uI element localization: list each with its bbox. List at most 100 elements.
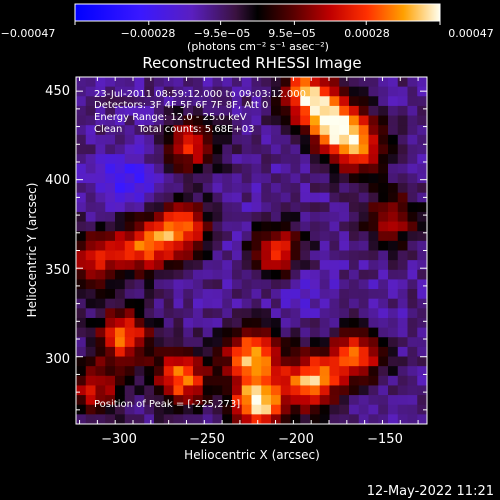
heatmap-cell xyxy=(202,385,214,396)
heatmap-cell xyxy=(300,134,311,146)
heatmap-cell xyxy=(251,173,262,184)
heatmap-cell xyxy=(300,144,311,155)
heatmap-cell xyxy=(163,183,175,194)
heatmap-cell xyxy=(105,211,116,223)
heatmap-cell xyxy=(154,289,165,300)
heatmap-cell xyxy=(290,154,301,165)
heatmap-cell xyxy=(339,240,350,252)
heatmap-cell xyxy=(417,317,427,329)
heatmap-cell xyxy=(368,250,379,261)
heatmap-cell xyxy=(134,202,145,213)
heatmap-cell xyxy=(163,77,175,88)
heatmap-cell xyxy=(134,105,145,117)
heatmap-cell xyxy=(388,105,399,117)
heatmap-cell xyxy=(202,192,214,203)
heatmap-cell xyxy=(280,308,292,319)
heatmap-cell xyxy=(134,366,145,377)
heatmap-cell xyxy=(388,183,399,194)
heatmap-cell xyxy=(144,375,155,387)
heatmap-cell xyxy=(124,115,136,126)
heatmap-cell xyxy=(241,414,253,424)
heatmap-cell xyxy=(310,173,321,184)
heatmap-cell xyxy=(339,231,350,242)
heatmap-cell xyxy=(95,250,106,261)
heatmap-cell xyxy=(261,211,272,223)
heatmap-cell xyxy=(115,192,126,203)
heatmap-cell xyxy=(300,105,311,117)
heatmap-cell xyxy=(222,279,233,290)
heatmap-cell xyxy=(95,414,106,424)
heatmap-cell xyxy=(183,202,194,213)
y-tick-label: 450 xyxy=(45,84,70,99)
heatmap-cell xyxy=(134,77,145,88)
axis-tick-marks xyxy=(76,77,427,424)
heatmap-cell xyxy=(163,202,175,213)
heatmap-cell xyxy=(95,240,106,252)
heatmap-cell xyxy=(232,337,243,348)
heatmap-cell xyxy=(300,346,311,358)
heatmap-cell xyxy=(339,221,350,232)
heatmap-cell xyxy=(349,269,360,281)
heatmap-cell xyxy=(144,86,155,97)
heatmap-cell xyxy=(124,221,136,232)
heatmap-cell xyxy=(85,77,97,88)
heatmap-cell xyxy=(388,279,399,290)
heatmap-cell xyxy=(319,375,331,387)
heatmap-cell xyxy=(251,308,262,319)
heatmap-cell xyxy=(76,115,87,126)
heatmap-cell xyxy=(261,279,272,290)
heatmap-cell xyxy=(144,317,155,329)
heatmap-cell xyxy=(222,385,233,396)
heatmap-cell xyxy=(173,211,184,223)
heatmap-cell xyxy=(300,356,311,367)
heatmap-cell xyxy=(339,154,350,165)
heatmap-cell xyxy=(407,221,418,232)
heatmap-cell xyxy=(290,115,301,126)
heatmap-cell xyxy=(163,105,175,117)
heatmap-cell xyxy=(105,86,116,97)
heatmap-cell xyxy=(290,105,301,117)
heatmap-cell xyxy=(349,298,360,309)
heatmap-cell xyxy=(319,202,331,213)
heatmap-cell xyxy=(173,414,184,424)
heatmap-cell xyxy=(358,404,370,415)
heatmap-cell xyxy=(241,77,253,88)
heatmap-cell xyxy=(144,298,155,309)
heatmap-cell xyxy=(76,105,87,117)
heatmap-cell xyxy=(290,163,301,174)
heatmap-cell xyxy=(193,250,204,261)
heatmap-cell xyxy=(310,279,321,290)
heatmap-cell xyxy=(271,231,282,242)
heatmap-cell xyxy=(183,221,194,232)
heatmap-cell xyxy=(290,134,301,146)
heatmap-cell xyxy=(163,298,175,309)
heatmap-cell xyxy=(310,385,321,396)
heatmap-cell xyxy=(271,414,282,424)
heatmap-cell xyxy=(193,269,204,281)
heatmap-cell xyxy=(241,231,253,242)
heatmap-cell xyxy=(232,269,243,281)
heatmap-cell xyxy=(407,279,418,290)
heatmap-cell xyxy=(95,115,106,126)
heatmap-cell xyxy=(163,221,175,232)
heatmap-cell xyxy=(105,96,116,107)
heatmap-cell xyxy=(183,414,194,424)
heatmap-cell xyxy=(407,77,418,88)
heatmap-cell xyxy=(261,327,272,338)
heatmap-cell xyxy=(300,298,311,309)
heatmap-cell xyxy=(271,337,282,348)
heatmap-cell xyxy=(154,337,165,348)
heatmap-cell xyxy=(251,192,262,203)
heatmap-cell xyxy=(280,404,292,415)
heatmap-cell xyxy=(212,134,223,146)
heatmap-cell xyxy=(388,211,399,223)
heatmap-cell xyxy=(300,404,311,415)
heatmap-cell xyxy=(329,144,340,155)
heatmap-cell xyxy=(319,269,331,281)
heatmap-cell xyxy=(358,202,370,213)
heatmap-cell xyxy=(163,192,175,203)
heatmap-cell xyxy=(232,240,243,252)
heatmap-cell xyxy=(290,260,301,271)
heatmap-cell xyxy=(261,105,272,117)
heatmap-cell xyxy=(202,96,214,107)
